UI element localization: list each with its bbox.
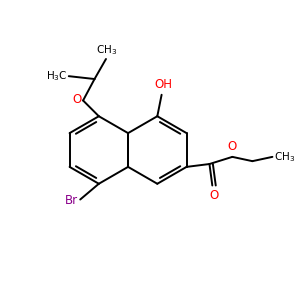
Text: CH$_3$: CH$_3$ (274, 150, 295, 164)
Text: Br: Br (65, 194, 78, 207)
Text: O: O (72, 93, 82, 106)
Text: OH: OH (154, 78, 172, 91)
Text: CH$_3$: CH$_3$ (96, 43, 117, 57)
Text: O: O (209, 189, 218, 202)
Text: O: O (228, 140, 237, 153)
Text: H$_3$C: H$_3$C (46, 69, 67, 83)
